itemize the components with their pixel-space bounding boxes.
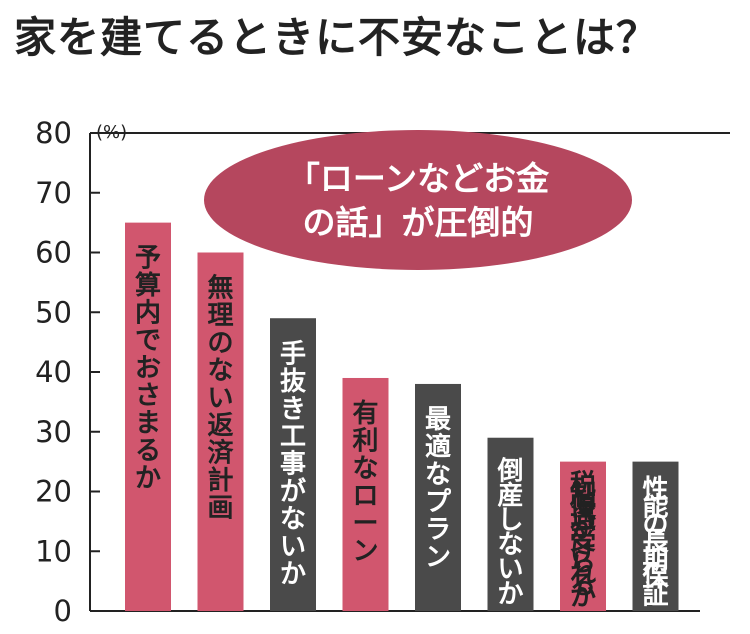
chart-bars: 予算内でおさまるか 無理のない返済計画 手抜き工事がないか 有利なローン 最適なプラン 倒… bbox=[125, 222, 679, 612]
callout: 「ローンなどお金 の話」が圧倒的 bbox=[204, 130, 632, 270]
bar bbox=[415, 383, 461, 611]
y-tick-label: 20 bbox=[35, 475, 72, 509]
bar bbox=[487, 437, 534, 611]
y-tick-label: 80 bbox=[35, 116, 72, 150]
bar-label: 手抜き工事がないか bbox=[280, 339, 307, 589]
y-tick-label: 0 bbox=[54, 594, 72, 628]
y-tick-label: 70 bbox=[35, 176, 72, 210]
bar-label: 予算内でおさまるか bbox=[135, 244, 161, 494]
y-tick-label: 30 bbox=[35, 415, 72, 449]
bar bbox=[560, 461, 606, 611]
callout-line-2: の話」が圧倒的 bbox=[303, 203, 534, 242]
y-tick-label: 10 bbox=[35, 534, 72, 568]
page-title: 家を建てるときに不安なことは？ bbox=[14, 13, 660, 62]
y-tick-label: 40 bbox=[35, 355, 72, 389]
chart-axes: 0 10 20 30 40 50 60 70 80 (%) bbox=[35, 116, 730, 628]
y-tick-label: 60 bbox=[35, 236, 72, 270]
bar bbox=[125, 222, 171, 611]
bar-label: 最適なプラン bbox=[425, 405, 452, 573]
bar bbox=[632, 461, 679, 611]
callout-ellipse bbox=[204, 130, 632, 270]
bar-label: 無理のない返済計画 bbox=[207, 274, 234, 524]
bar bbox=[342, 377, 389, 611]
bar bbox=[197, 252, 244, 611]
bar-label: 有利なローン bbox=[352, 399, 378, 567]
bar-label: 性能の長期保証 bbox=[641, 475, 669, 611]
y-tick-label: 50 bbox=[35, 295, 72, 329]
callout-line-1: 「ローンなどお金 bbox=[287, 159, 550, 198]
bar bbox=[270, 318, 316, 611]
y-axis-unit-label: (%) bbox=[96, 122, 127, 143]
bar-label: 税制優遇が受けられるか bbox=[569, 470, 597, 612]
bar-label: 倒産しないか bbox=[496, 457, 523, 610]
